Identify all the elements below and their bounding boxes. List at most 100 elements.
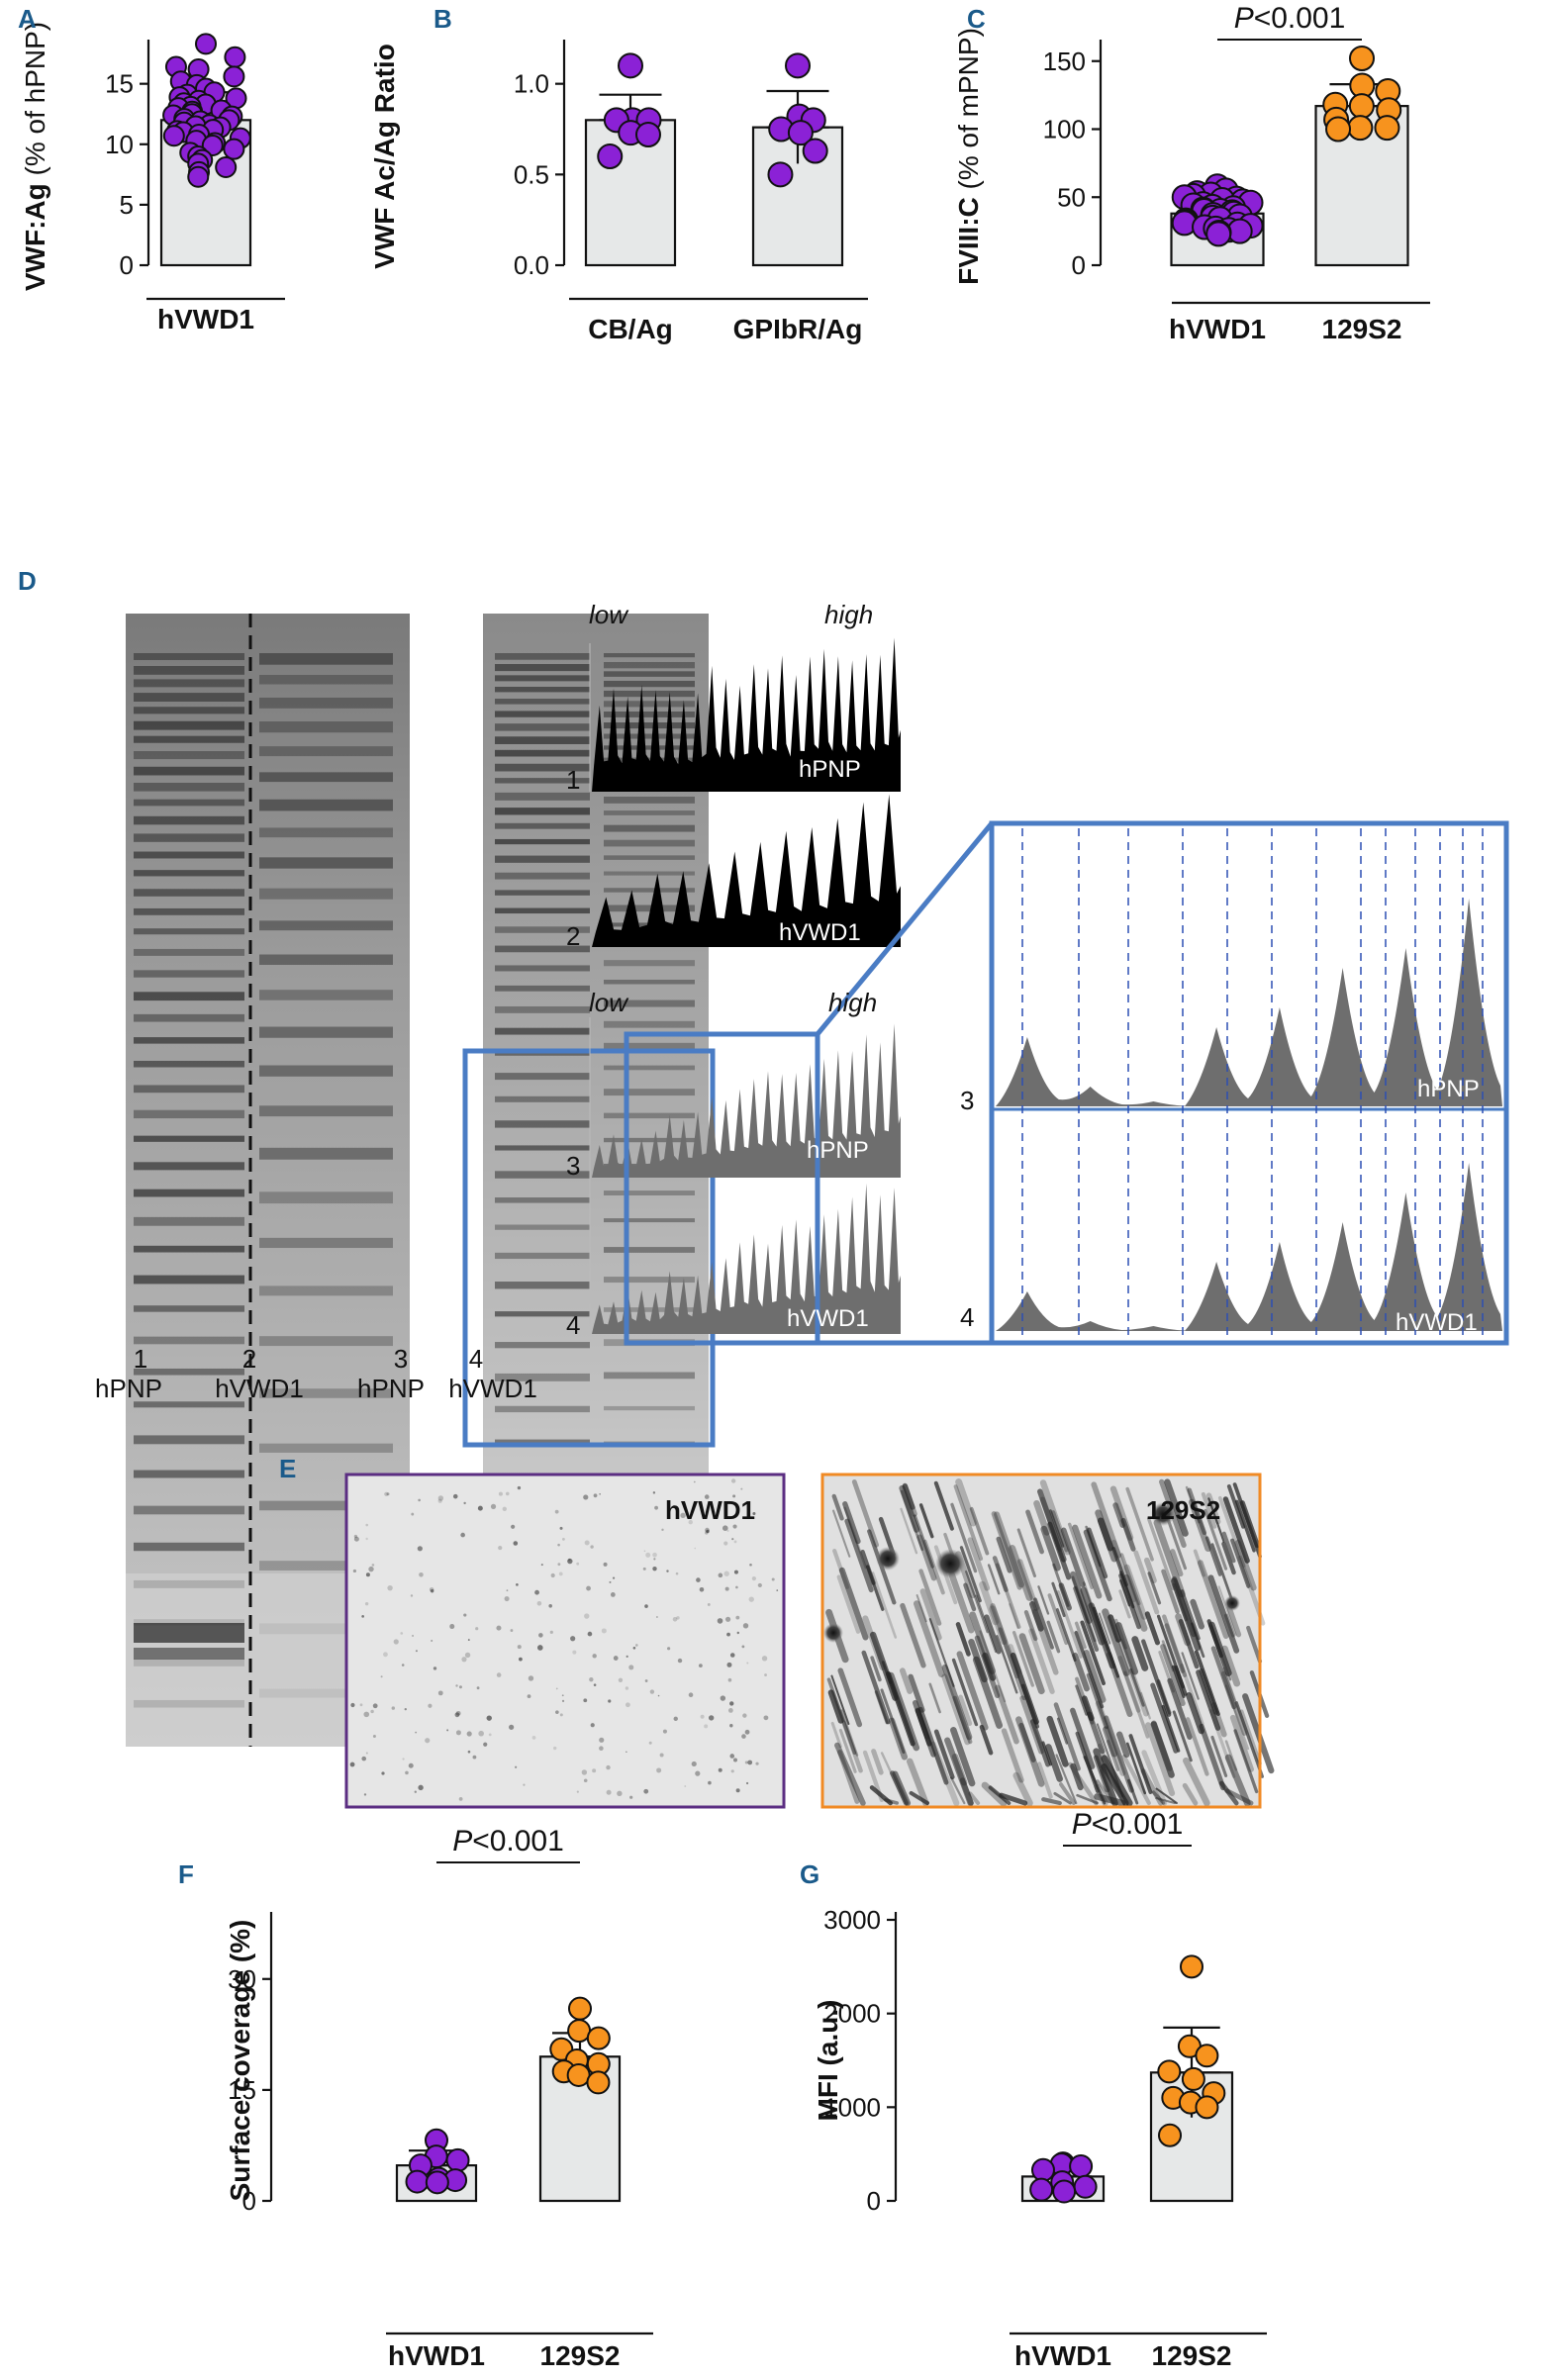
microscopy-speckle [649, 1689, 655, 1694]
microscopy-speckle [922, 1539, 945, 1595]
zoom-name: hVWD1 [1396, 1309, 1478, 1336]
microscopy-speckle [644, 1679, 648, 1682]
microscopy-speckle [505, 1491, 510, 1496]
microscopy-speckle [667, 1647, 671, 1651]
microscopy-speckle [1199, 1723, 1226, 1791]
gel-band [259, 888, 393, 900]
microscopy-speckle [405, 1770, 409, 1775]
microscopy-speckle [510, 1629, 514, 1632]
gel-band [495, 778, 590, 784]
microscopy-speckle [1053, 1791, 1072, 1805]
microscopy-speckle [1162, 1614, 1188, 1677]
y-tick-label: 10 [105, 130, 134, 159]
microscopy-speckle [606, 1764, 611, 1770]
microscopy-speckle [1141, 1750, 1168, 1806]
microscopy-speckle [653, 1558, 656, 1561]
microscopy-speckle [419, 1571, 424, 1577]
microscopy-speckle [1224, 1684, 1250, 1751]
gel-band [259, 1500, 393, 1511]
microscopy-speckle [404, 1707, 407, 1711]
gel-band [259, 1147, 393, 1160]
microscopy-speckle [723, 1541, 728, 1546]
zoom-name: hPNP [1417, 1076, 1480, 1102]
microscopy-speckle [449, 1624, 455, 1630]
gel-band [259, 1237, 393, 1249]
microscopy-speckle [959, 1546, 982, 1603]
microscopy-speckle [559, 1713, 563, 1717]
category-label: 129S2 [1322, 314, 1402, 344]
microscopy-speckle [899, 1667, 914, 1694]
microscopy-speckle [733, 1540, 737, 1544]
p-value-label: P<0.001 [1234, 2, 1346, 35]
gel-band [604, 662, 695, 669]
microscopy-speckle [1150, 1682, 1179, 1754]
gel-band [604, 680, 695, 688]
gel-band [134, 666, 244, 675]
microscopy-speckle [744, 1729, 750, 1735]
microscopy-speckle [1045, 1744, 1063, 1782]
microscopy-speckle [1187, 1487, 1207, 1536]
microscopy-speckle [928, 1618, 955, 1687]
microscopy-speckle [1070, 1571, 1093, 1624]
microscopy-speckle [1160, 1644, 1186, 1707]
microscopy-speckle [513, 1541, 519, 1546]
microscopy-speckle [1246, 1625, 1263, 1664]
microscopy-speckle [1012, 1771, 1033, 1807]
microscopy-speckle [652, 1491, 656, 1494]
microscopy-speckle [483, 1742, 488, 1747]
gel-band [259, 675, 393, 685]
gel-band [604, 671, 695, 677]
microscopy-speckle [550, 1572, 555, 1578]
gel-band [604, 1089, 695, 1096]
data-point [1052, 2179, 1077, 2204]
panel-label-f: F [178, 1859, 194, 1889]
gel-band [495, 736, 590, 744]
microscopy-speckle [727, 1677, 732, 1682]
gel-band [495, 808, 590, 815]
microscopy-aggregate [935, 1549, 965, 1578]
microscopy-speckle [1172, 1710, 1193, 1762]
data-point [1181, 2066, 1205, 2091]
y-tick-label: 3000 [823, 1905, 881, 1935]
microscopy-speckle [454, 1712, 460, 1718]
microscopy-speckle [732, 1494, 736, 1498]
chart-b: 0.0 0.5 1.0 VWF Ac/Ag Ratio CB/Ag GPIbR/Ag [369, 40, 868, 344]
gel-band [604, 701, 695, 708]
microscopy-speckle [836, 1750, 860, 1804]
profile-low-label: low [589, 988, 629, 1017]
microscopy-speckle [1156, 1679, 1172, 1715]
microscopy-speckle [1103, 1726, 1118, 1758]
gel-band [134, 1162, 244, 1171]
microscopy-speckle [429, 1587, 434, 1592]
y-tick-label: 1000 [823, 2092, 881, 2122]
gel-band [604, 824, 695, 832]
microscopy-speckle [831, 1493, 844, 1521]
microscopy-speckle [950, 1502, 978, 1573]
microscopy-speckle [996, 1536, 1012, 1573]
microscopy-speckle [562, 1538, 565, 1541]
microscopy-speckle [1048, 1509, 1065, 1548]
gel-band [259, 721, 393, 733]
gel-band [495, 1373, 590, 1381]
microscopy-speckle [463, 1501, 466, 1505]
microscopy-speckle [969, 1611, 996, 1674]
microscopy-speckle [1155, 1787, 1178, 1804]
microscopy-aggregate [1151, 1502, 1175, 1526]
gel-band [134, 1189, 244, 1197]
microscopy-speckle [1139, 1691, 1151, 1720]
microscopy-speckle [1029, 1601, 1044, 1632]
microscopy-speckle [486, 1715, 492, 1721]
microscopy-speckle [948, 1571, 975, 1634]
microscopy-speckle [1210, 1646, 1237, 1710]
microscopy-speckle [699, 1586, 705, 1592]
microscopy-speckle [359, 1703, 363, 1707]
microscopy-speckle [365, 1572, 370, 1577]
microscopy-speckle [1128, 1734, 1153, 1794]
microscopy-speckle [383, 1652, 388, 1658]
microscopy-speckle [830, 1721, 842, 1749]
microscopy-speckle [1009, 1603, 1019, 1629]
microscopy-speckle [652, 1552, 657, 1558]
microscopy-speckle [515, 1765, 518, 1768]
microscopy-speckle [688, 1692, 694, 1697]
microscopy-speckle [506, 1589, 509, 1592]
